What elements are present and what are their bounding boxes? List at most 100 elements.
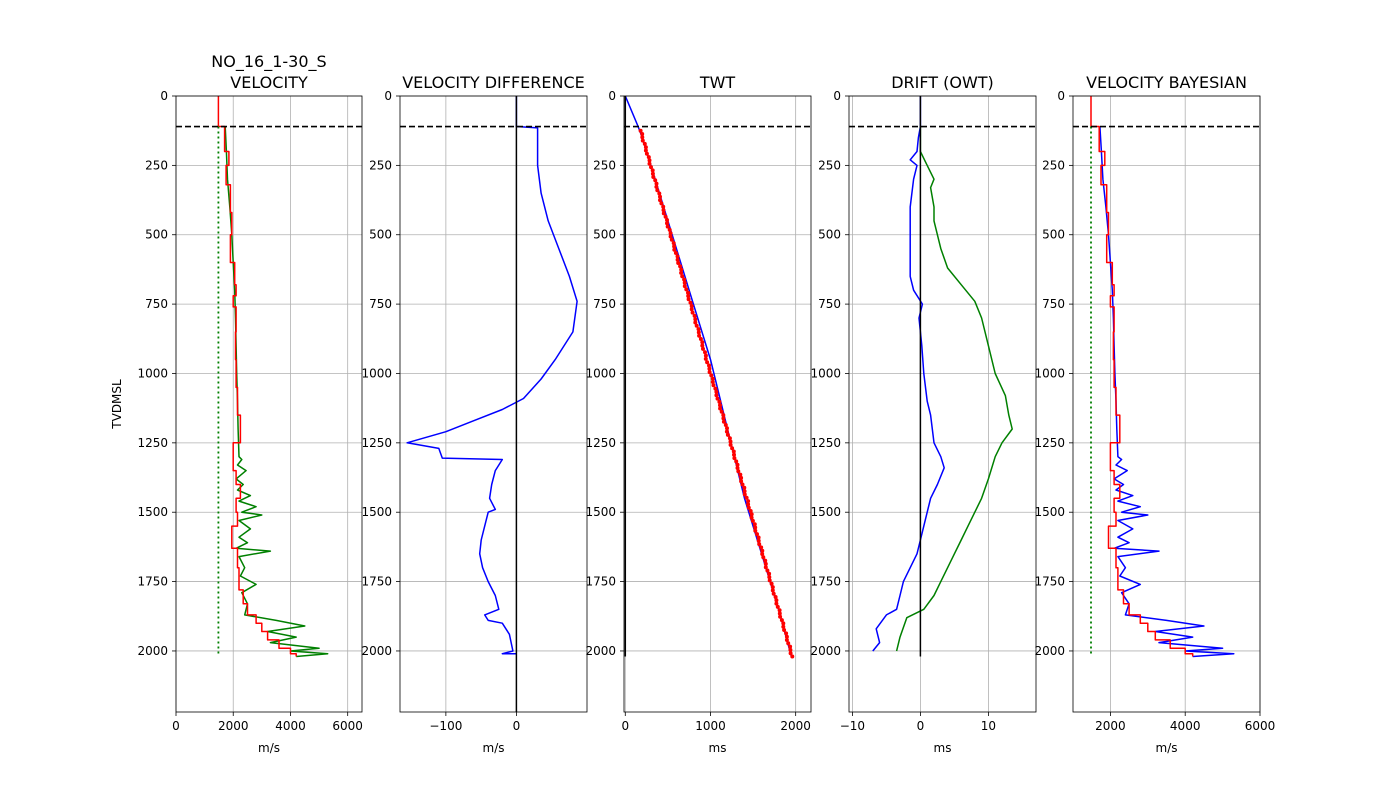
twt-marker-point (734, 459, 739, 464)
panel-1: 0 2000 4000 6000 0 250 500 750 1000 1250 1500 1750 2… (137, 52, 363, 755)
twt-marker-point (659, 201, 664, 206)
twt-marker-point (640, 132, 645, 136)
twt-marker-point (753, 525, 758, 530)
y-tick-label: 500 (145, 228, 168, 242)
twt-marker-point (696, 327, 701, 332)
y-tick-label: 2000 (361, 644, 392, 658)
y-tick-label: 750 (369, 297, 392, 311)
x-tick-label: 2000 (218, 719, 249, 733)
twt-marker-point (698, 337, 703, 341)
twt-marker-point (735, 466, 740, 470)
twt-marker-point (782, 628, 787, 632)
twt-marker-point (721, 413, 726, 418)
y-tick-label: 1000 (137, 366, 168, 380)
twt-marker-point (763, 558, 768, 563)
y-tick-label: 250 (593, 158, 616, 172)
twt-marker-point (761, 555, 766, 560)
twt-marker-point (753, 528, 758, 533)
twt-marker-point (781, 621, 786, 626)
twt-marker-point (649, 165, 653, 170)
y-tick-label: 1000 (361, 366, 392, 380)
y-tick-label: 2000 (137, 644, 168, 658)
twt-marker-point (739, 475, 744, 480)
y-tick-label: 1000 (1034, 366, 1065, 380)
twt-marker-point (771, 591, 776, 596)
twt-marker-point (739, 479, 744, 484)
twt-marker-point (686, 294, 691, 298)
y-tick-label: 500 (1042, 228, 1065, 242)
x-axis-label: m/s (258, 741, 280, 755)
twt-marker-point (769, 581, 774, 586)
twt-marker-point (784, 638, 789, 642)
y-tick-label: 500 (369, 228, 392, 242)
twt-marker-point (661, 208, 666, 213)
y-tick-label: 1500 (1034, 505, 1065, 519)
twt-marker-point (714, 393, 719, 398)
panel-2: −100 0 0 250 500 750 1000 1250 1500 1750 2000 m/s VE… (361, 73, 588, 755)
twt-marker-point (643, 145, 648, 150)
y-tick-label: 2000 (585, 644, 616, 658)
x-tick-label: 1000 (695, 719, 726, 733)
twt-marker-point (763, 561, 768, 566)
x-tick-label: 0 (917, 719, 925, 733)
y-tick-label: 0 (384, 89, 392, 103)
series-green-1 (224, 126, 329, 658)
series-blue-1 (624, 96, 793, 657)
twt-marker-point (654, 181, 659, 186)
twt-marker-point (668, 234, 673, 239)
plot-area (400, 96, 587, 712)
y-tick-label: 250 (145, 158, 168, 172)
plot-frame (848, 95, 1037, 713)
twt-marker-point (665, 224, 670, 229)
twt-marker-point (642, 141, 647, 146)
twt-marker-point (774, 601, 779, 606)
y-tick-label: 1750 (1034, 575, 1065, 589)
twt-marker-point (703, 356, 708, 361)
twt-marker-point (717, 399, 722, 404)
twt-marker-point (647, 161, 652, 166)
x-tick-label: 10 (981, 719, 996, 733)
twt-marker-point (719, 409, 724, 414)
twt-marker-point (647, 158, 652, 163)
twt-marker-point (701, 346, 705, 351)
twt-marker-point (671, 241, 676, 246)
twt-marker-point (711, 383, 716, 388)
twt-marker-point (714, 389, 719, 394)
twt-marker-point (779, 618, 784, 623)
twt-marker-point (684, 287, 689, 292)
x-tick-label: 4000 (275, 719, 306, 733)
twt-marker-point (731, 449, 736, 454)
twt-marker-point (773, 595, 778, 599)
series-blue-1 (872, 96, 945, 652)
y-tick-label: 1000 (585, 366, 616, 380)
twt-marker-point (770, 585, 775, 590)
twt-marker-point (748, 509, 753, 513)
twt-marker-point (682, 277, 687, 282)
y-tick-label: 750 (593, 297, 616, 311)
panel-title: VELOCITY BAYESIAN (1086, 73, 1247, 92)
twt-marker-point (738, 472, 743, 477)
twt-marker-point (675, 254, 680, 259)
twt-marker-point (718, 403, 722, 408)
twt-marker-point (667, 227, 672, 232)
twt-marker-point (790, 654, 795, 659)
twt-marker-point (679, 267, 684, 272)
twt-marker-point (650, 168, 655, 173)
plot-frame (175, 95, 363, 713)
twt-marker-point (705, 360, 710, 365)
twt-marker-point (686, 297, 691, 302)
twt-marker-point (707, 366, 712, 371)
twt-marker-point (777, 611, 782, 616)
twt-marker-point (725, 426, 729, 431)
y-axis-label: TVDMSL (110, 379, 124, 430)
twt-marker-point (672, 244, 677, 249)
twt-marker-point (669, 237, 674, 242)
twt-marker-point (746, 502, 751, 507)
twt-marker-point (728, 442, 733, 447)
twt-marker-point (686, 290, 690, 295)
twt-marker-point (700, 340, 705, 345)
twt-marker-point (693, 317, 698, 322)
twt-marker-point (638, 128, 643, 133)
twt-marker-point (759, 545, 764, 550)
twt-marker-point (727, 436, 732, 441)
